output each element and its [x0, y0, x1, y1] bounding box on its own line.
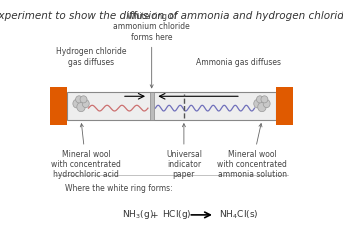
Ellipse shape	[77, 102, 85, 112]
Text: Experiment to show the diffusion of ammonia and hydrogen chloride: Experiment to show the diffusion of ammo…	[0, 11, 343, 21]
Bar	[275, 87, 293, 125]
Text: $+$: $+$	[151, 210, 159, 220]
Ellipse shape	[254, 99, 261, 108]
Bar	[68, 91, 275, 120]
Text: Mineral wool
with concentrated
ammonia solution: Mineral wool with concentrated ammonia s…	[217, 124, 287, 180]
Text: White ring of
ammonium chloride
forms here: White ring of ammonium chloride forms he…	[113, 12, 190, 88]
Ellipse shape	[258, 102, 266, 112]
Text: Universal
indicator
paper: Universal indicator paper	[166, 124, 202, 180]
Ellipse shape	[263, 100, 270, 108]
Ellipse shape	[75, 96, 83, 103]
Ellipse shape	[73, 99, 80, 108]
Ellipse shape	[257, 96, 263, 103]
Text: Mineral wool
with concentrated
hydrochloric acid: Mineral wool with concentrated hydrochlo…	[51, 124, 121, 180]
Bar	[50, 87, 68, 125]
Text: $\mathrm{HCl(g)}$: $\mathrm{HCl(g)}$	[162, 208, 191, 221]
Text: Ammonia gas diffuses: Ammonia gas diffuses	[196, 58, 281, 67]
Ellipse shape	[82, 100, 89, 108]
Text: $\mathrm{NH_3(g)}$: $\mathrm{NH_3(g)}$	[122, 208, 154, 221]
Text: Where the white ring forms:: Where the white ring forms:	[65, 184, 173, 193]
Text: $\mathrm{NH_4Cl(s)}$: $\mathrm{NH_4Cl(s)}$	[218, 209, 258, 221]
Ellipse shape	[80, 96, 87, 103]
Text: Hydrogen chloride
gas diffuses: Hydrogen chloride gas diffuses	[56, 47, 126, 67]
Bar	[150, 91, 154, 120]
Ellipse shape	[261, 96, 268, 103]
